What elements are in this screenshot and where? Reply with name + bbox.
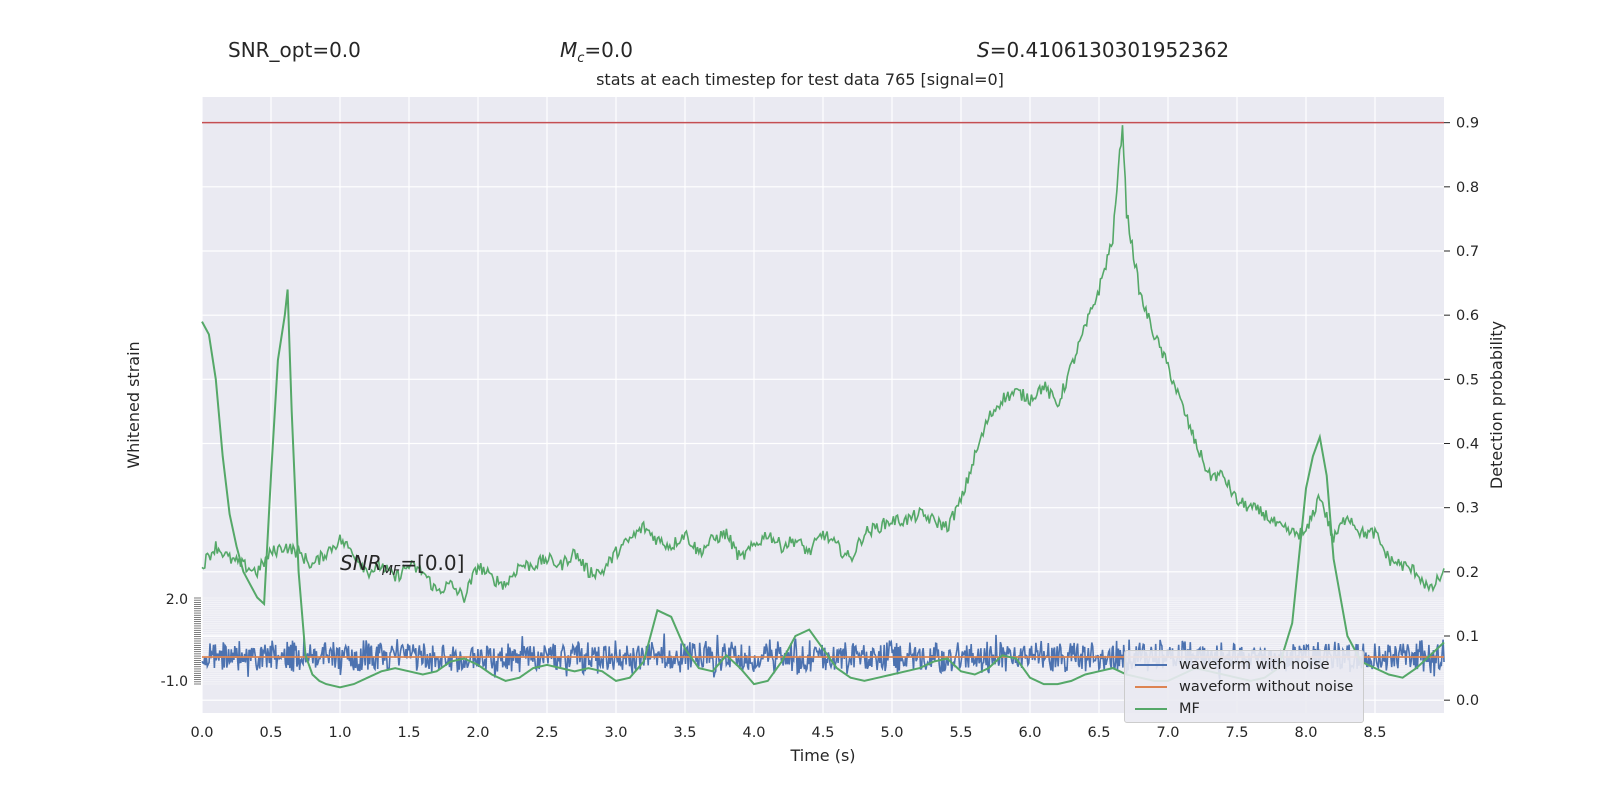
y-tick-label: 0.5 bbox=[1456, 372, 1479, 388]
x-tick-label: 5.5 bbox=[949, 725, 972, 741]
legend-label-noise: waveform with noise bbox=[1179, 657, 1330, 673]
y-tick-label: 0.9 bbox=[1456, 116, 1479, 132]
snr-mf-annotation: SNRMF=[0.0] bbox=[340, 551, 464, 579]
right-axis-title: Detection probability bbox=[1487, 321, 1506, 489]
y-tick-label: 0.1 bbox=[1456, 629, 1479, 645]
legend-item-clean: waveform without noise bbox=[1135, 677, 1353, 697]
left-tick-label: -1.0 bbox=[161, 674, 188, 690]
axes-layer: 0.0 0.5 1.0 1.5 2.0 2.5 3.0 3.5 4.0 4.5 5.0 5.5 6.0 6… bbox=[124, 116, 1506, 765]
x-tick-label: 1.0 bbox=[328, 725, 351, 741]
legend-item-mf: MF bbox=[1135, 699, 1200, 719]
x-tick-label: 4.0 bbox=[742, 725, 765, 741]
x-tick-label: 2.5 bbox=[535, 725, 558, 741]
y-tick-label: 0.3 bbox=[1456, 501, 1479, 517]
statistic-value: =0.4106130301952362 bbox=[989, 38, 1230, 62]
statistic-symbol: S bbox=[977, 38, 990, 62]
y-tick-label: 0.4 bbox=[1456, 437, 1479, 453]
x-tick-label: 2.0 bbox=[466, 725, 489, 741]
legend-item-noise: waveform with noise bbox=[1135, 655, 1330, 675]
statistic-label: S=0.4106130301952362 bbox=[977, 38, 1229, 62]
x-tick-label: 3.0 bbox=[604, 725, 627, 741]
x-tick-label: 0.0 bbox=[190, 725, 213, 741]
left-tick-label: 2.0 bbox=[166, 592, 188, 608]
x-tick-label: 4.5 bbox=[811, 725, 834, 741]
y-tick-label: 0.7 bbox=[1456, 244, 1479, 260]
x-tick-label: 8.5 bbox=[1363, 725, 1386, 741]
snr-mf-symbol: SNR bbox=[340, 551, 382, 575]
x-tick-label: 1.5 bbox=[397, 725, 420, 741]
x-tick-label: 0.5 bbox=[259, 725, 282, 741]
x-tick-label: 3.5 bbox=[673, 725, 696, 741]
x-tick-label: 7.0 bbox=[1156, 725, 1179, 741]
chirp-mass-subscript: c bbox=[577, 51, 585, 66]
x-tick-label: 6.5 bbox=[1087, 725, 1110, 741]
chart-subtitle: stats at each timestep for test data 765… bbox=[596, 70, 1004, 89]
chirp-mass-label: Mc=0.0 bbox=[560, 38, 633, 66]
y-tick-label: 0.0 bbox=[1456, 693, 1479, 709]
legend-label-clean: waveform without noise bbox=[1179, 679, 1354, 695]
legend-label-mf: MF bbox=[1179, 701, 1200, 717]
y-tick-label: 0.6 bbox=[1456, 308, 1479, 324]
x-tick-label: 7.5 bbox=[1225, 725, 1248, 741]
legend-swatch-mf bbox=[1135, 708, 1167, 710]
x-tick-label: 6.0 bbox=[1018, 725, 1041, 741]
y-tick-label: 0.2 bbox=[1456, 565, 1479, 581]
left-axis-title: Whitened strain bbox=[124, 341, 143, 468]
chirp-mass-value: =0.0 bbox=[584, 38, 633, 62]
y-tick-label: 0.8 bbox=[1456, 180, 1479, 196]
snr-opt-label: SNR_opt=0.0 bbox=[228, 38, 361, 62]
chirp-mass-symbol: M bbox=[560, 38, 578, 62]
x-tick-label: 5.0 bbox=[880, 725, 903, 741]
detection-probability-line bbox=[201, 125, 1445, 603]
x-axis-title: Time (s) bbox=[789, 746, 855, 765]
legend-swatch-clean bbox=[1135, 686, 1167, 688]
snr-mf-subscript: MF bbox=[381, 564, 401, 579]
x-tick-label: 8.0 bbox=[1294, 725, 1317, 741]
legend: waveform with noise waveform without noi… bbox=[1124, 650, 1364, 723]
legend-swatch-noise bbox=[1135, 664, 1167, 666]
snr-mf-value: =[0.0] bbox=[400, 551, 465, 575]
